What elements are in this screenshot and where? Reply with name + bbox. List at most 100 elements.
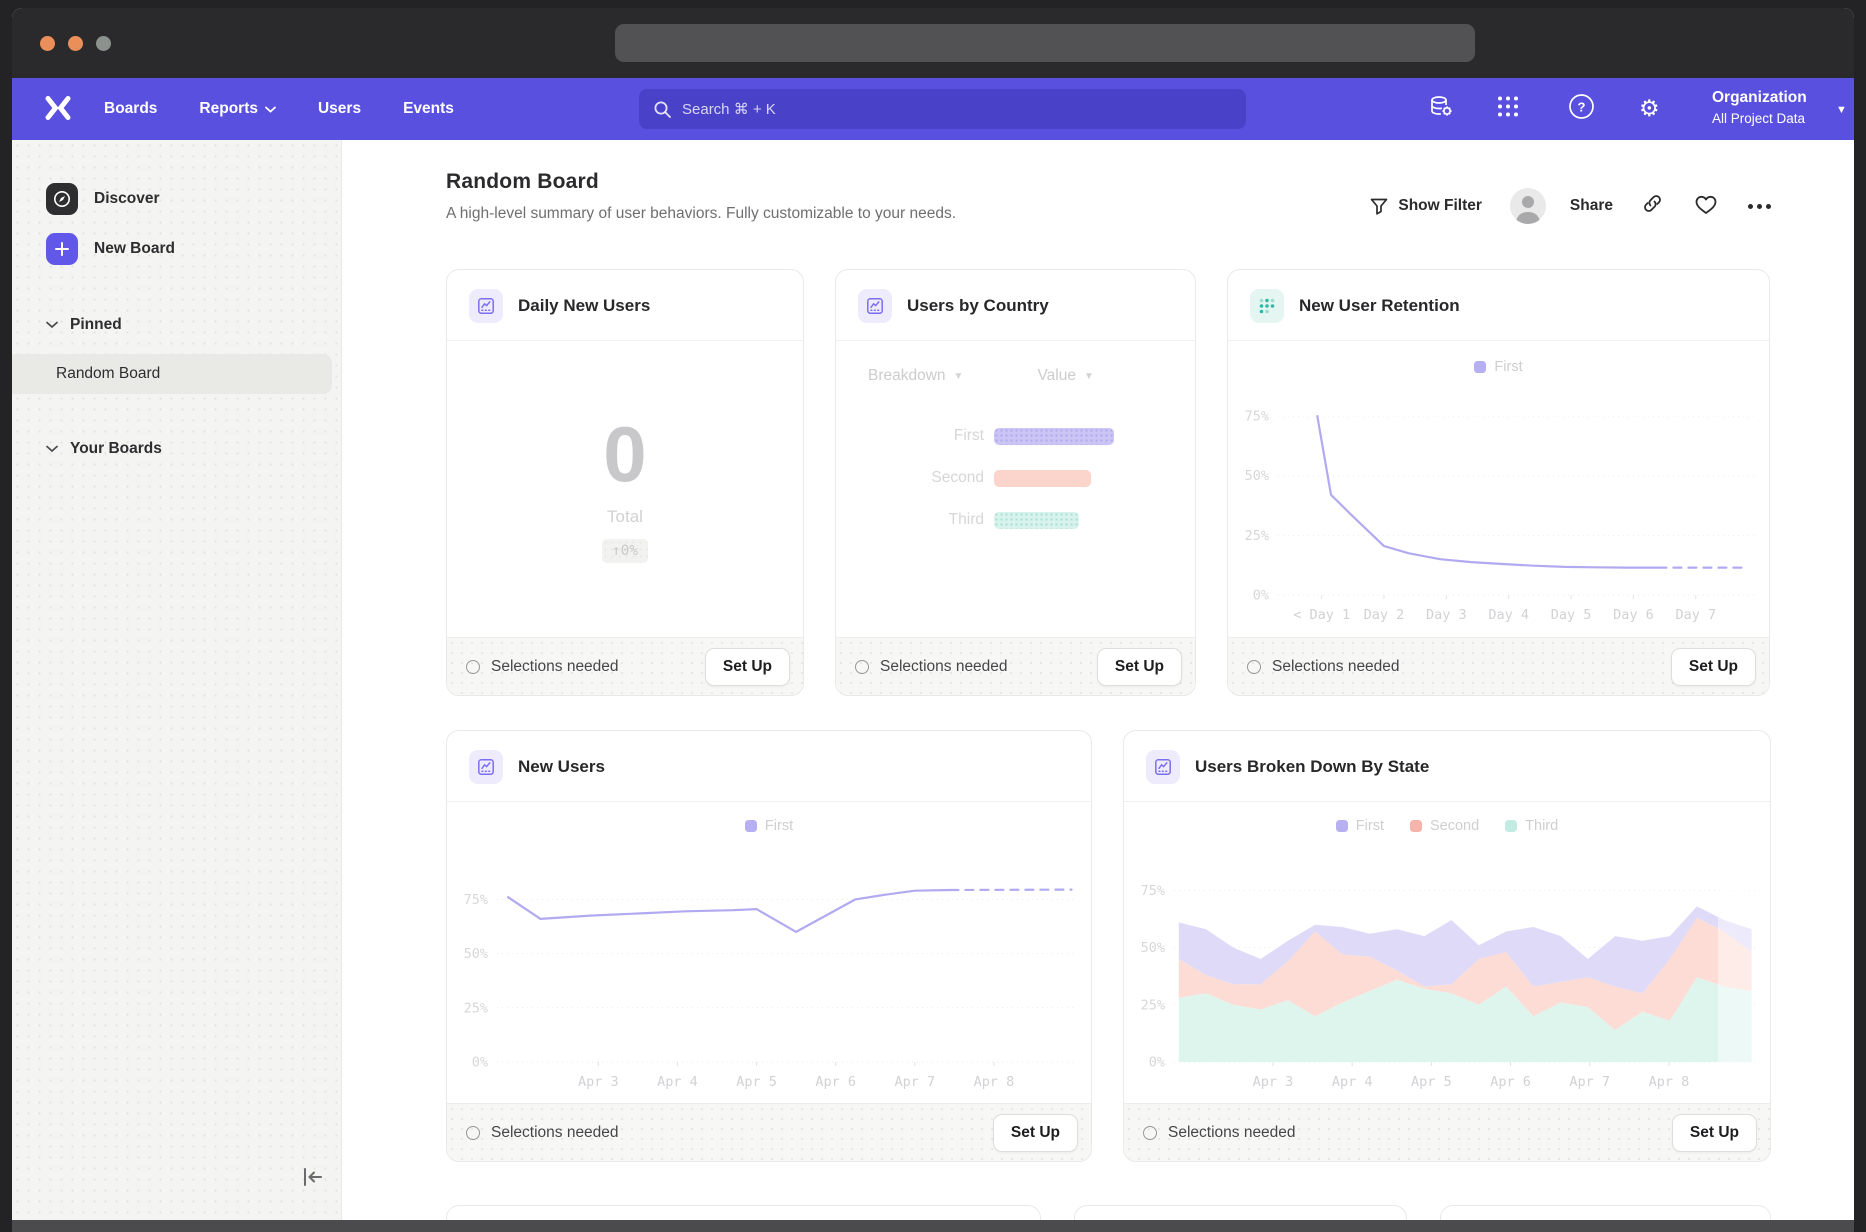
nav-item-label: Users: [318, 100, 361, 118]
line-chart-icon: [469, 289, 503, 323]
svg-text:Apr 3: Apr 3: [578, 1074, 619, 1090]
cards-row-2: New Users First 75%50%25%0%Apr 3Apr 4Apr…: [446, 730, 1771, 1162]
browser-address-bar[interactable]: [615, 24, 1475, 62]
breakdown-bar[interactable]: [994, 470, 1091, 487]
nav-item-label: Reports: [199, 100, 258, 118]
favorite-heart-icon[interactable]: [1694, 193, 1718, 220]
card-header: New User Retention: [1228, 270, 1769, 340]
window-bottom-bar: [12, 1220, 1854, 1232]
svg-text:Day 5: Day 5: [1551, 607, 1592, 623]
copy-link-icon[interactable]: [1641, 192, 1664, 220]
card-body: FirstSecondThird 75%50%25%0%Apr 3Apr 4Ap…: [1124, 801, 1770, 1103]
global-search-input[interactable]: Search ⌘ + K: [639, 89, 1246, 129]
plus-icon: [46, 233, 78, 265]
nav-item-users[interactable]: Users: [318, 100, 361, 118]
zoom-window-button[interactable]: [96, 36, 111, 51]
content-area: Discover New Board Pinned Random Board: [12, 140, 1854, 1232]
set-up-button[interactable]: Set Up: [1672, 1114, 1757, 1152]
svg-text:50%: 50%: [464, 946, 488, 962]
svg-text:Apr 5: Apr 5: [1411, 1074, 1452, 1090]
nav-item-events[interactable]: Events: [403, 100, 454, 118]
board-header: Random Board A high-level summary of use…: [446, 170, 956, 223]
sidebar-item-discover[interactable]: Discover: [46, 182, 341, 216]
radio-circle-icon: [855, 660, 869, 674]
set-up-button[interactable]: Set Up: [1671, 648, 1756, 686]
org-name: Organization: [1712, 87, 1838, 109]
card-body: Breakdown ▼ Value ▼ FirstSecondThird: [836, 340, 1195, 637]
app-window: Boards Reports Users Events Search ⌘ + K: [12, 8, 1854, 1232]
nav-item-reports[interactable]: Reports: [199, 100, 276, 118]
mixpanel-logo-icon[interactable]: [44, 95, 72, 126]
card-footer: Selections needed Set Up: [1124, 1103, 1770, 1161]
more-options-icon[interactable]: [1748, 204, 1771, 209]
svg-text:50%: 50%: [1141, 940, 1165, 956]
legend-label: Second: [1430, 818, 1479, 834]
data-management-icon[interactable]: [1428, 94, 1454, 125]
card-header: Users Broken Down By State: [1124, 731, 1770, 801]
set-up-button[interactable]: Set Up: [993, 1114, 1078, 1152]
set-up-button[interactable]: Set Up: [1097, 648, 1182, 686]
legend-swatch: [1505, 820, 1517, 832]
breakdown-row-label: First: [836, 427, 984, 445]
page-title: Random Board: [446, 170, 956, 194]
close-window-button[interactable]: [40, 36, 55, 51]
settings-gear-icon[interactable]: ⚙: [1639, 97, 1660, 121]
legend-swatch: [1474, 361, 1486, 373]
collapse-sidebar-button[interactable]: [300, 1165, 326, 1194]
card-new-user-retention: New User Retention First 75%50%25%0%< Da…: [1227, 269, 1770, 696]
svg-text:Apr 3: Apr 3: [1253, 1074, 1294, 1090]
line-chart-icon: [858, 289, 892, 323]
breakdown-bar[interactable]: [994, 428, 1114, 445]
status-label: Selections needed: [880, 658, 1008, 676]
svg-text:?: ?: [1578, 100, 1586, 115]
card-daily-new-users: Daily New Users 0 Total ↑0%: [446, 269, 804, 696]
card-footer: Selections needed Set Up: [1228, 637, 1769, 695]
legend-swatch: [745, 820, 757, 832]
svg-text:Apr 8: Apr 8: [1649, 1074, 1690, 1090]
nav-item-boards[interactable]: Boards: [104, 100, 157, 118]
chart-legend: First: [1228, 359, 1769, 375]
minimize-window-button[interactable]: [68, 36, 83, 51]
apps-grid-icon[interactable]: [1496, 95, 1520, 124]
breakdown-dropdown[interactable]: Breakdown ▼: [868, 367, 963, 385]
metric-label: Total: [607, 507, 643, 527]
avatar[interactable]: [1510, 188, 1546, 224]
status-label: Selections needed: [1272, 658, 1400, 676]
svg-text:75%: 75%: [1245, 409, 1269, 425]
help-icon[interactable]: ?: [1568, 93, 1595, 125]
selections-needed-status: Selections needed: [1247, 658, 1400, 676]
card-title: New User Retention: [1299, 296, 1460, 316]
metric-delta-badge: ↑0%: [602, 539, 648, 563]
retention-line-chart: 75%50%25%0%< Day 1Day 2Day 3Day 4Day 5Da…: [1228, 389, 1769, 631]
value-dropdown[interactable]: Value ▼: [1037, 367, 1093, 385]
nav-items: Boards Reports Users Events: [104, 100, 454, 118]
breakdown-row-label: Second: [836, 469, 984, 487]
sidebar-section-your-boards[interactable]: Your Boards: [46, 440, 162, 458]
svg-text:< Day 1: < Day 1: [1293, 607, 1350, 623]
svg-text:Day 6: Day 6: [1613, 607, 1654, 623]
search-icon: [653, 100, 672, 119]
svg-text:Apr 4: Apr 4: [657, 1074, 698, 1090]
radio-circle-icon: [1143, 1126, 1157, 1140]
filter-funnel-icon: [1369, 196, 1389, 216]
set-up-button[interactable]: Set Up: [705, 648, 790, 686]
sidebar-section-pinned[interactable]: Pinned: [46, 316, 122, 334]
legend-item: Second: [1410, 818, 1479, 834]
svg-text:25%: 25%: [1141, 997, 1165, 1013]
card-footer: Selections needed Set Up: [447, 1103, 1091, 1161]
svg-text:Apr 7: Apr 7: [894, 1074, 935, 1090]
show-filter-button[interactable]: Show Filter: [1369, 196, 1482, 216]
org-switcher[interactable]: Organization All Project Data: [1712, 87, 1838, 128]
legend-item: Third: [1505, 818, 1558, 834]
new-board-button[interactable]: New Board: [46, 232, 341, 266]
share-button[interactable]: Share: [1570, 197, 1613, 215]
radio-circle-icon: [466, 660, 480, 674]
card-body: 0 Total ↑0%: [447, 340, 803, 637]
show-filter-label: Show Filter: [1398, 197, 1482, 215]
sidebar-item-random-board[interactable]: Random Board: [12, 354, 332, 394]
card-users-by-country: Users by Country Breakdown ▼ Value ▼: [835, 269, 1196, 696]
breakdown-bar[interactable]: [994, 512, 1079, 529]
legend-label: Third: [1525, 818, 1558, 834]
card-header: New Users: [447, 731, 1091, 801]
legend-label: First: [765, 818, 793, 834]
